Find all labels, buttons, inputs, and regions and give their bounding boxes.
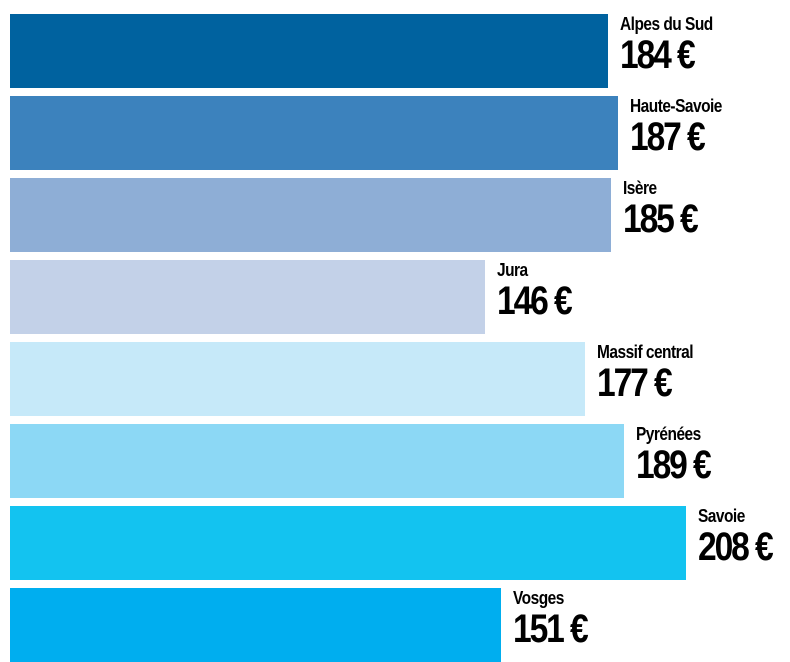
bar-label-group: Alpes du Sud 184 € [620, 15, 728, 75]
bar-row: Jura 146 € [0, 260, 790, 334]
value-label: 208 € [698, 525, 774, 569]
category-label: Vosges [512, 588, 564, 608]
bar-row: Haute-Savoie 187 € [0, 96, 790, 170]
category-label: Isère [623, 178, 657, 198]
value-label: 185 € [623, 197, 699, 241]
bar-row: Isère 185 € [0, 178, 790, 252]
value-label: 189 € [636, 443, 712, 487]
bar-label-group: Haute-Savoie 187 € [630, 97, 737, 157]
bar-row: Vosges 151 € [0, 588, 790, 662]
bar-label-group: Jura 146 € [497, 261, 585, 321]
bar [10, 342, 586, 416]
category-label: Savoie [698, 506, 745, 526]
category-label: Jura [496, 260, 528, 280]
bar [10, 588, 501, 662]
value-label: 184 € [620, 33, 696, 77]
bar-row: Massif central 177 € [0, 342, 790, 416]
bar [10, 96, 618, 170]
bar [10, 424, 625, 498]
bar [10, 260, 485, 334]
value-label: 187 € [629, 115, 706, 159]
bar-label-group: Savoie 208 € [698, 507, 786, 567]
category-label: Massif central [597, 342, 694, 362]
category-label: Alpes du Sud [620, 14, 713, 34]
bar-label-group: Massif central 177 € [597, 343, 709, 403]
bar-row: Savoie 208 € [0, 506, 790, 580]
bar [10, 178, 612, 252]
category-label: Pyrénées [636, 424, 701, 444]
bar-label-group: Pyrénées 189 € [636, 425, 724, 485]
value-label: 151 € [512, 607, 589, 651]
bar-row: Pyrénées 189 € [0, 424, 790, 498]
bar [10, 14, 608, 88]
category-label: Haute-Savoie [629, 96, 722, 116]
bar-label-group: Vosges 151 € [513, 589, 601, 649]
value-label: 177 € [597, 361, 673, 405]
value-label: 146 € [496, 279, 573, 323]
bar-row: Alpes du Sud 184 € [0, 14, 790, 88]
bar [10, 506, 686, 580]
bar-label-group: Isère 185 € [623, 179, 711, 239]
